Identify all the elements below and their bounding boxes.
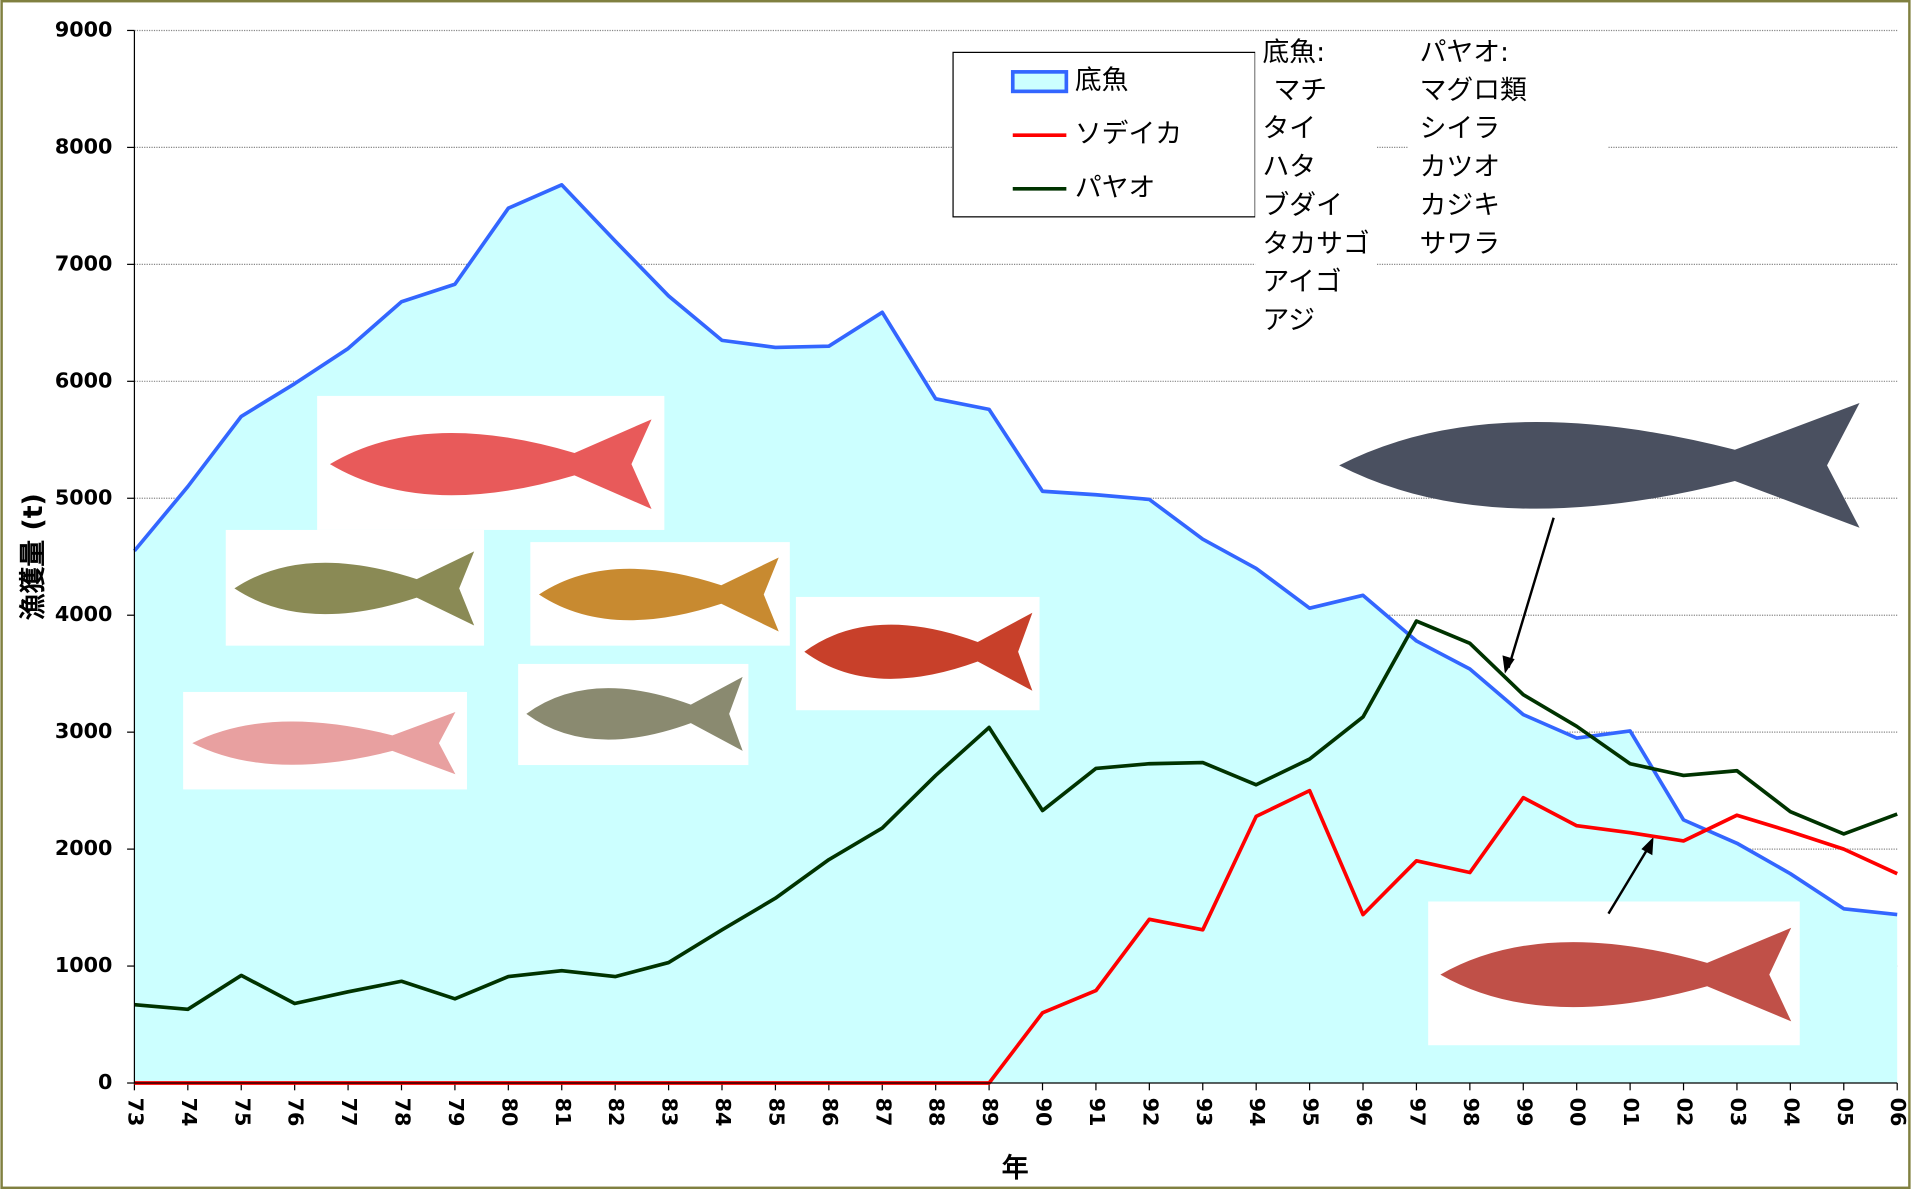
arrow-head	[1502, 655, 1515, 674]
arrow-head	[1641, 836, 1654, 856]
legend-label: パヤオ	[1075, 172, 1155, 203]
legend-box	[952, 51, 1256, 218]
note-item: タイ	[1262, 113, 1316, 144]
x-tick-label: 73	[123, 1098, 147, 1127]
x-tick-label: 79	[444, 1098, 468, 1127]
x-tick-label: 78	[390, 1098, 414, 1127]
x-tick-label: 82	[604, 1098, 628, 1127]
x-tick-label: 85	[764, 1098, 788, 1127]
x-tick-label: 86	[818, 1098, 842, 1127]
x-tick-label: 91	[1085, 1098, 1109, 1127]
note-item: シイラ	[1420, 113, 1500, 144]
x-tick-label: 06	[1886, 1098, 1910, 1127]
note-title: パヤオ:	[1420, 37, 1509, 68]
x-tick-label: 01	[1619, 1098, 1643, 1127]
series-line	[134, 619, 1898, 1012]
x-tick-label: 90	[1032, 1098, 1056, 1127]
note-title: 底魚:	[1262, 37, 1325, 68]
note-item: アイゴ	[1262, 267, 1341, 298]
y-tick-label: 0	[98, 1070, 112, 1094]
x-tick-label: 92	[1138, 1098, 1162, 1127]
pictures	[183, 395, 1860, 1046]
y-tick-label: 4000	[55, 602, 113, 626]
note-bg	[1407, 34, 1609, 264]
note-item: タカサゴ	[1262, 228, 1369, 259]
note-item: ブダイ	[1262, 190, 1342, 221]
legend-label: 底魚	[1075, 65, 1129, 96]
y-tick-label: 3000	[55, 719, 113, 743]
arrow	[1607, 842, 1653, 915]
x-axis-label: 年	[1002, 1152, 1029, 1184]
x-tick-label: 02	[1673, 1098, 1697, 1127]
y-tick-label: 1000	[55, 953, 113, 977]
note-item: マグロ類	[1420, 75, 1527, 106]
x-tick-label: 95	[1299, 1098, 1323, 1127]
x-tick-label: 98	[1459, 1098, 1483, 1127]
y-tick-label: 2000	[55, 836, 113, 860]
x-tick-label: 93	[1192, 1098, 1216, 1127]
y-tick-label: 9000	[55, 17, 113, 41]
note-item: カジキ	[1420, 190, 1500, 221]
note-item: マチ	[1273, 75, 1327, 106]
y-tick-label: 5000	[55, 485, 113, 509]
x-tick-label: 05	[1833, 1098, 1857, 1127]
x-tick-label: 75	[230, 1098, 254, 1127]
note-item: アジ	[1262, 305, 1315, 336]
y-tick-label: 7000	[55, 251, 113, 275]
arrow	[1507, 517, 1555, 668]
x-tick-label: 87	[871, 1098, 895, 1127]
x-tick-label: 96	[1352, 1098, 1376, 1127]
x-tick-label: 03	[1726, 1098, 1750, 1127]
x-tick-label: 81	[551, 1098, 575, 1127]
note-item: ハタ	[1262, 152, 1316, 183]
x-tick-label: 83	[658, 1098, 682, 1127]
x-tick-label: 77	[337, 1098, 361, 1127]
x-tick-label: 74	[177, 1098, 201, 1127]
legend-swatch	[1010, 70, 1069, 94]
x-tick-label: 94	[1245, 1098, 1269, 1127]
x-tick-label: 00	[1566, 1098, 1590, 1127]
plot-over: 73 74 75 76 77 78 79 80 81 82 83 84 85 86 87 88 89 90 91 92…	[123, 30, 1910, 1126]
x-tick-label: 97	[1405, 1098, 1429, 1127]
x-tick-label: 84	[711, 1098, 735, 1127]
x-tick-label: 99	[1512, 1098, 1536, 1127]
y-axis-label: 漁獲量 (t)	[18, 493, 49, 620]
series-line	[133, 183, 1898, 917]
note-bg	[1255, 34, 1378, 339]
x-tick-label: 04	[1779, 1098, 1803, 1127]
note-item: サワラ	[1420, 228, 1500, 259]
x-tick-label: 80	[497, 1098, 521, 1127]
legend-label: ソデイカ	[1075, 119, 1182, 150]
x-tick-label: 76	[284, 1098, 308, 1127]
y-tick-label: 8000	[55, 134, 113, 158]
note-item: カツオ	[1420, 152, 1500, 183]
x-tick-label: 89	[978, 1098, 1002, 1127]
x-tick-label: 88	[925, 1098, 949, 1127]
y-tick-label: 6000	[55, 368, 113, 392]
